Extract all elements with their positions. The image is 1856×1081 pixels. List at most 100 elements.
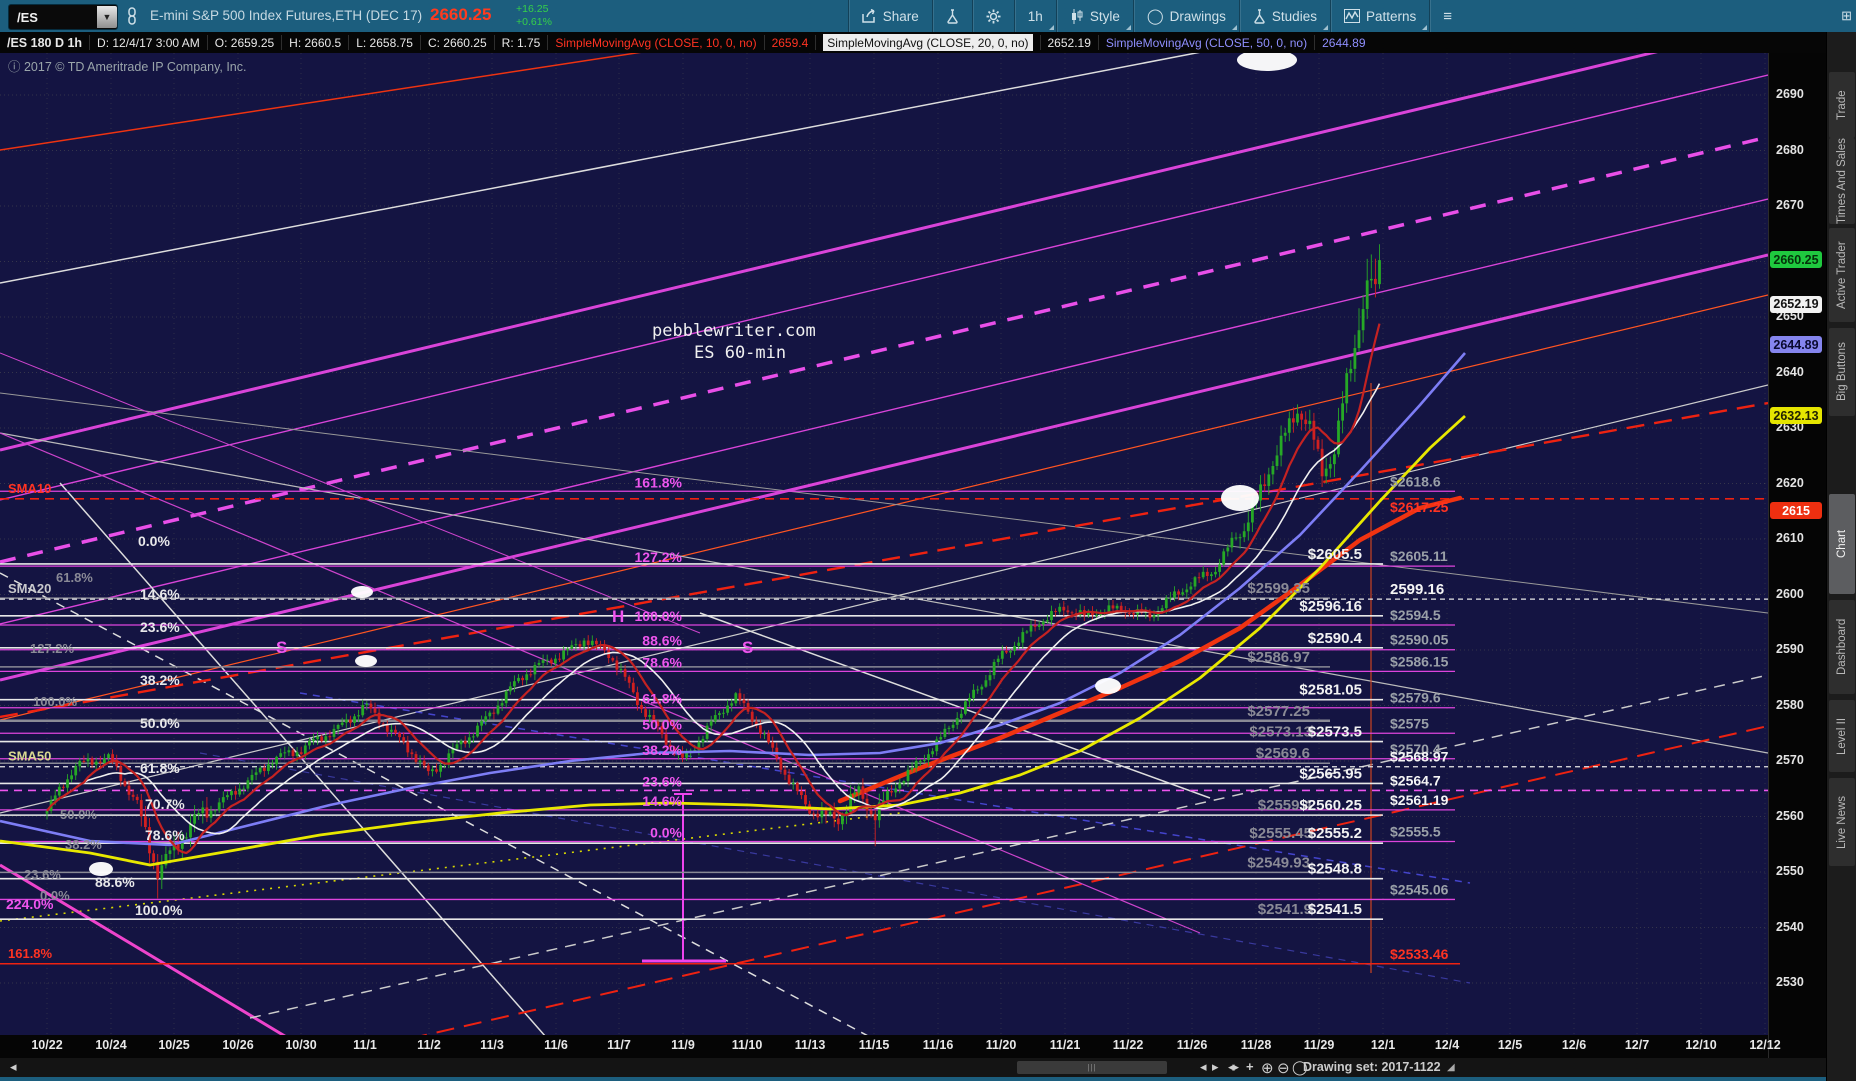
price-tick: 2600 [1776, 586, 1804, 601]
price-bubble: 2632.13 [1770, 407, 1822, 425]
ohlc-field: O: 2659.25 [208, 35, 283, 50]
zoom-out-icon[interactable]: ⊖ [1277, 1060, 1290, 1077]
date-tick: 11/28 [1240, 1038, 1272, 1052]
date-axis[interactable]: 10/22 10/24 10/25 10/26 10/30 11/1 11/2 11/3 11/… [0, 1035, 1781, 1058]
symbol-value: /ES [17, 9, 38, 25]
timeframe-button[interactable]: 1h [1013, 0, 1056, 32]
svg-text:50.0%: 50.0% [60, 807, 97, 822]
date-tick: 11/22 [1112, 1038, 1144, 1052]
grid-layout-icon[interactable]: ⊞ [1841, 8, 1852, 23]
svg-text:$2555.2: $2555.2 [1308, 825, 1362, 842]
share-icon [862, 9, 875, 23]
scrollbar-grip[interactable]: ||| [1087, 1063, 1097, 1072]
scroll-left-icon[interactable]: ◂ [10, 1059, 17, 1074]
drawings-button[interactable]: ◯ Drawings [1132, 0, 1239, 32]
symbol-dropdown-button[interactable]: ▼ [97, 6, 117, 28]
svg-text:$2569.6: $2569.6 [1256, 745, 1310, 762]
svg-text:$2541.5: $2541.5 [1308, 901, 1362, 918]
pan-icon[interactable]: ◂▸ [1228, 1059, 1239, 1074]
svg-text:61.8%: 61.8% [642, 691, 682, 707]
change-points: +16.25 [516, 3, 549, 15]
style-button[interactable]: Style [1055, 0, 1133, 32]
drawing-set-selector[interactable]: Drawing set: 2017-1122 [1303, 1060, 1441, 1074]
step-forward-icon[interactable]: ▸ [1212, 1059, 1219, 1074]
chart-menu-button[interactable]: ≡ [1429, 0, 1465, 32]
svg-text:70.7%: 70.7% [145, 796, 185, 812]
chart-scrollbar[interactable]: ||| [1017, 1061, 1167, 1074]
chart-svg[interactable]: $2618.6 161.8% $2617.25 SMA10 $2605.5 $2605.1… [0, 53, 1768, 1035]
svg-text:61.8%: 61.8% [140, 760, 180, 776]
svg-text:23.6%: 23.6% [24, 867, 61, 882]
sidebar-tab-times-and-sales[interactable]: Times And Sales [1829, 138, 1855, 224]
ohlc-field: R: 1.75 [495, 35, 549, 50]
sidebar-tab-live-news[interactable]: Live News [1829, 778, 1855, 866]
last-price: 2660.25 [430, 5, 492, 24]
svg-text:224.0%: 224.0% [6, 896, 54, 912]
svg-text:0.0%: 0.0% [138, 533, 170, 549]
price-axis[interactable]: 2690268026702660265026402630262026102600… [1768, 53, 1827, 1058]
settings-button[interactable] [971, 0, 1014, 32]
date-tick: 10/25 [158, 1038, 190, 1052]
studies-button[interactable]: Studies [1238, 0, 1330, 32]
sidebar-tab-trade[interactable]: Trade [1829, 72, 1855, 138]
sma20-value: 2652.19 [1041, 35, 1099, 50]
svg-text:2599.16: 2599.16 [1390, 581, 1444, 598]
price-tick: 2580 [1776, 697, 1804, 712]
move-icon[interactable]: + [1246, 1059, 1254, 1074]
price-tick: 2670 [1776, 198, 1804, 212]
svg-text:50.0%: 50.0% [140, 715, 180, 731]
step-back-icon[interactable]: ◂ [1200, 1059, 1207, 1074]
candle-style-icon [1071, 8, 1083, 24]
share-button[interactable]: Share [847, 0, 932, 32]
date-tick: 10/22 [31, 1038, 63, 1052]
symbol-input[interactable]: /ES ▼ [8, 4, 118, 30]
svg-text:50.0%: 50.0% [642, 716, 682, 732]
sidebar-tab-big-buttons[interactable]: Big Buttons [1829, 328, 1855, 416]
drawings-icon: ◯ [1146, 8, 1164, 25]
sma50-label[interactable]: SimpleMovingAvg (CLOSE, 50, 0, no) [1099, 35, 1316, 50]
sidebar-tab-level-ii[interactable]: Level II [1829, 700, 1855, 772]
instrument-description: E-mini S&P 500 Index Futures,ETH (DEC 17… [150, 8, 423, 23]
sma20-label[interactable]: SimpleMovingAvg (CLOSE, 20, 0, no) [816, 34, 1041, 51]
date-tick: 11/13 [794, 1038, 826, 1052]
resize-grip[interactable]: ◢ [1447, 1062, 1455, 1073]
svg-text:23.6%: 23.6% [140, 619, 180, 635]
lens-icon[interactable]: ◯ [1292, 1059, 1308, 1075]
patterns-button[interactable]: Patterns [1329, 0, 1429, 32]
svg-text:161.8%: 161.8% [635, 474, 683, 490]
ohlc-field: C: 2660.25 [421, 35, 495, 50]
sidebar-tab-chart[interactable]: Chart [1829, 494, 1855, 594]
gear-icon [986, 9, 1001, 23]
zoom-in-icon[interactable]: ⊕ [1261, 1060, 1274, 1077]
window-bottom-strip [0, 1077, 1856, 1081]
price-bubble: 2660.25 [1770, 251, 1822, 269]
svg-text:$2605.5: $2605.5 [1308, 546, 1362, 563]
date-tick: 11/9 [671, 1038, 695, 1052]
chart-canvas[interactable]: $2618.6 161.8% $2617.25 SMA10 $2605.5 $2605.1… [0, 53, 1768, 1035]
sidebar-tab-active-trader[interactable]: Active Trader [1829, 228, 1855, 322]
svg-text:S: S [742, 638, 753, 657]
flask-icon [1254, 8, 1265, 24]
svg-text:161.8%: 161.8% [8, 946, 53, 961]
beaker-button[interactable] [931, 0, 972, 32]
svg-text:$2586.15: $2586.15 [1390, 653, 1449, 669]
sma10-value: 2659.4 [765, 35, 817, 50]
price-tick: 2540 [1776, 919, 1804, 934]
svg-text:100.0%: 100.0% [33, 694, 78, 709]
svg-text:$2545.06: $2545.06 [1390, 881, 1449, 897]
price-tick: 2620 [1776, 475, 1804, 490]
svg-text:H: H [612, 607, 624, 626]
link-icon[interactable] [124, 7, 140, 25]
sma10-label[interactable]: SimpleMovingAvg (CLOSE, 10, 0, no) [548, 35, 765, 50]
svg-text:ⓘ 2017 © TD Ameritrade IP Comp: ⓘ 2017 © TD Ameritrade IP Company, Inc. [8, 60, 246, 74]
svg-text:$2581.05: $2581.05 [1299, 682, 1362, 699]
date-tick: 11/29 [1303, 1038, 1335, 1052]
svg-text:100.0%: 100.0% [135, 902, 183, 918]
svg-text:78.6%: 78.6% [145, 827, 185, 843]
date-tick: 11/1 [353, 1038, 377, 1052]
sidebar-tab-dashboard[interactable]: Dashboard [1829, 600, 1855, 694]
price-tick: 2690 [1776, 87, 1804, 101]
svg-text:$2548.8: $2548.8 [1308, 861, 1362, 878]
svg-text:14.6%: 14.6% [140, 586, 180, 602]
chart-title: /ES 180 D 1h [0, 35, 91, 50]
